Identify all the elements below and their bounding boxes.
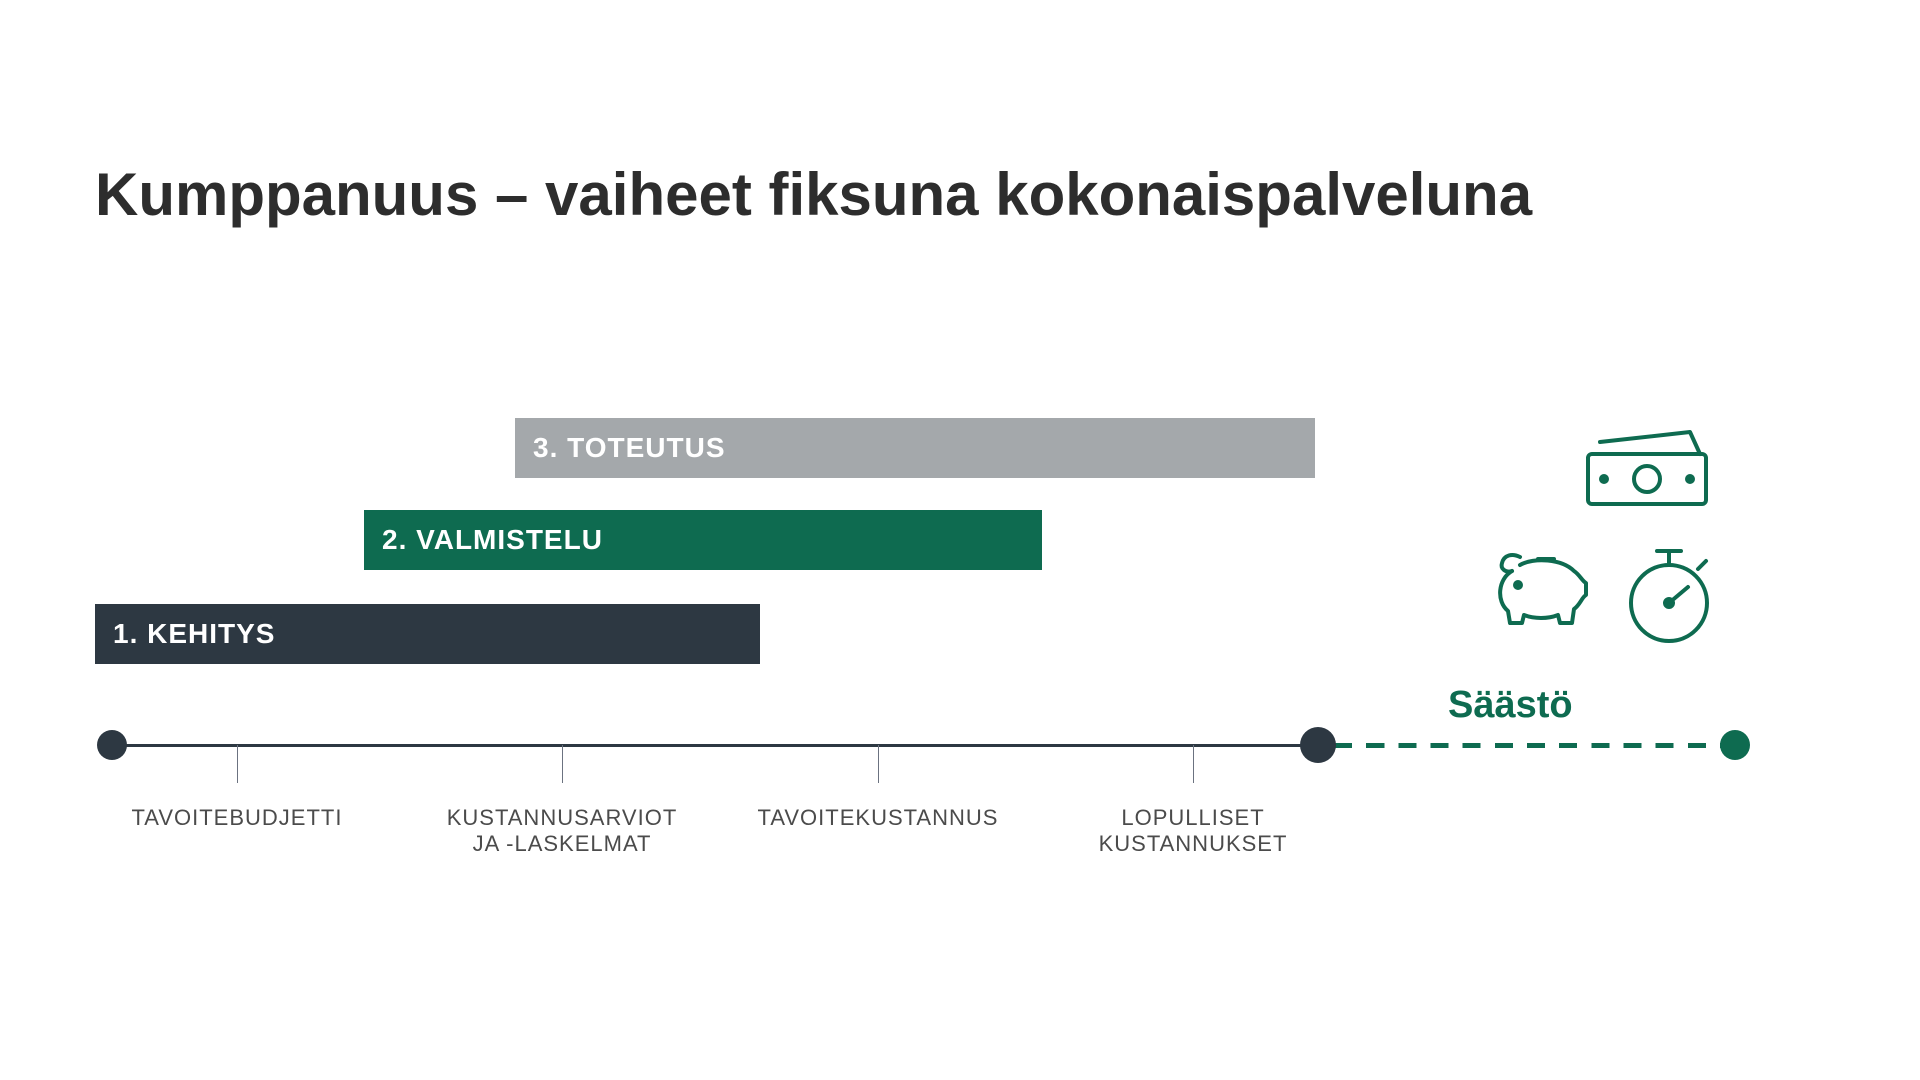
gantt-bar-1: 3. TOTEUTUS <box>515 418 1315 478</box>
timeline-dot-2 <box>1300 727 1336 763</box>
timeline-tick-label-1: TAVOITEBUDJETTI <box>77 805 397 831</box>
savings-label: Säästö <box>1448 684 1573 727</box>
timeline-dot-1 <box>97 730 127 760</box>
money-icon <box>1582 430 1712 510</box>
timeline-dashed-line <box>1335 743 1725 748</box>
timeline-tick-label-3: TAVOITEKUSTANNUS <box>718 805 1038 831</box>
timeline-dot-3 <box>1720 730 1750 760</box>
timeline-tick-1 <box>237 745 238 783</box>
timeline-tick-label-4: LOPULLISET KUSTANNUKSET <box>1033 805 1353 857</box>
stopwatch-icon <box>1622 545 1717 645</box>
timeline-tick-4 <box>1193 745 1194 783</box>
timeline-tick-2 <box>562 745 563 783</box>
gantt-bar-2: 2. VALMISTELU <box>364 510 1042 570</box>
timeline-tick-3 <box>878 745 879 783</box>
piggy-bank-icon <box>1490 545 1590 630</box>
timeline-solid-line <box>112 744 1318 747</box>
timeline-tick-label-2: KUSTANNUSARVIOT JA -LASKELMAT <box>402 805 722 857</box>
page-title: Kumppanuus – vaiheet fiksuna kokonaispal… <box>95 160 1532 229</box>
gantt-bar-3: 1. KEHITYS <box>95 604 760 664</box>
